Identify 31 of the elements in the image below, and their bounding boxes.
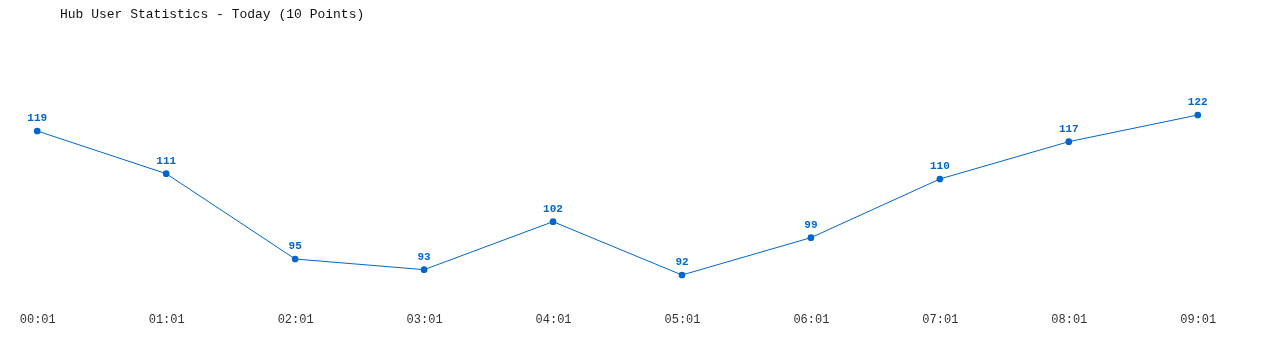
x-tick-label: 09:01 [1180, 312, 1217, 327]
data-label: 102 [543, 202, 563, 215]
x-tick-label: 06:01 [793, 312, 830, 327]
x-tick-label: 03:01 [406, 312, 443, 327]
point [291, 255, 299, 263]
data-label: 92 [675, 256, 689, 268]
data-label: 99 [804, 218, 818, 231]
point [162, 170, 170, 178]
point [1065, 138, 1073, 146]
point [936, 175, 944, 183]
point [678, 271, 686, 279]
x-tick-label: 00:01 [19, 312, 56, 327]
x-tick-label: 07:01 [922, 312, 959, 327]
data-label: 93 [417, 250, 432, 263]
point [1194, 111, 1202, 119]
data-label: 117 [1058, 122, 1079, 135]
point [807, 234, 815, 242]
x-tick-label: 01:01 [148, 312, 185, 327]
data-label: 110 [929, 160, 950, 172]
x-tick-label: 08:01 [1051, 312, 1088, 327]
data-label: 119 [27, 112, 48, 124]
x-tick-label: 02:01 [277, 312, 314, 327]
point [420, 266, 428, 274]
data-label: 111 [156, 154, 177, 167]
point [33, 127, 41, 135]
x-tick-label: 05:01 [664, 312, 701, 327]
chart-title: Hub User Statistics - Today (10 Points) [60, 7, 365, 22]
point [549, 218, 557, 226]
data-label: 122 [1187, 96, 1208, 108]
data-label: 95 [288, 240, 303, 252]
x-tick-label: 04:01 [535, 312, 572, 327]
